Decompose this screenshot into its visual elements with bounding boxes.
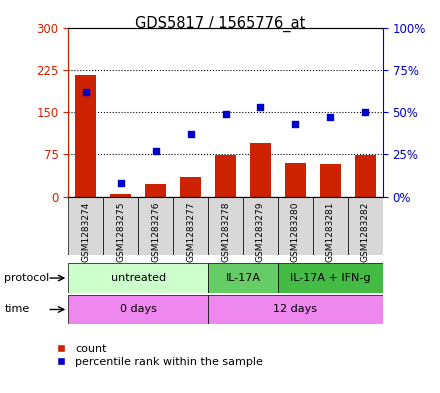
Bar xyxy=(103,196,138,255)
Bar xyxy=(355,155,376,196)
Text: GDS5817 / 1565776_at: GDS5817 / 1565776_at xyxy=(135,16,305,32)
Bar xyxy=(180,177,201,196)
Text: IL-17A: IL-17A xyxy=(225,273,260,283)
Bar xyxy=(278,196,313,255)
Bar xyxy=(173,196,208,255)
Bar xyxy=(110,194,131,196)
Bar xyxy=(145,184,166,196)
Text: untreated: untreated xyxy=(110,273,166,283)
Point xyxy=(362,109,369,115)
Text: GSM1283279: GSM1283279 xyxy=(256,201,265,262)
Point xyxy=(152,148,159,154)
Point xyxy=(117,180,124,186)
Bar xyxy=(138,196,173,255)
Bar xyxy=(243,196,278,255)
Bar xyxy=(278,263,383,293)
Text: GSM1283274: GSM1283274 xyxy=(81,201,90,262)
Bar xyxy=(208,263,278,293)
Text: GSM1283278: GSM1283278 xyxy=(221,201,230,262)
Text: protocol: protocol xyxy=(4,273,50,283)
Bar xyxy=(75,75,96,196)
Bar xyxy=(348,196,383,255)
Bar xyxy=(68,263,208,293)
Text: time: time xyxy=(4,305,29,314)
Point xyxy=(187,131,194,137)
Text: IL-17A + IFN-g: IL-17A + IFN-g xyxy=(290,273,370,283)
Bar xyxy=(208,295,383,324)
Text: GSM1283276: GSM1283276 xyxy=(151,201,160,262)
Point xyxy=(222,110,229,117)
Bar xyxy=(68,295,208,324)
Bar xyxy=(68,196,103,255)
Bar xyxy=(250,143,271,196)
Text: GSM1283281: GSM1283281 xyxy=(326,201,335,262)
Bar xyxy=(215,155,236,196)
Bar xyxy=(320,164,341,196)
Point xyxy=(292,121,299,127)
Text: GSM1283280: GSM1283280 xyxy=(291,201,300,262)
Point xyxy=(257,104,264,110)
Bar xyxy=(313,196,348,255)
Legend: count, percentile rank within the sample: count, percentile rank within the sample xyxy=(50,343,263,367)
Text: GSM1283277: GSM1283277 xyxy=(186,201,195,262)
Text: 0 days: 0 days xyxy=(120,305,157,314)
Text: 12 days: 12 days xyxy=(273,305,317,314)
Bar xyxy=(285,163,306,196)
Point xyxy=(82,88,89,95)
Text: GSM1283282: GSM1283282 xyxy=(361,201,370,262)
Bar xyxy=(208,196,243,255)
Text: GSM1283275: GSM1283275 xyxy=(116,201,125,262)
Point xyxy=(327,114,334,120)
